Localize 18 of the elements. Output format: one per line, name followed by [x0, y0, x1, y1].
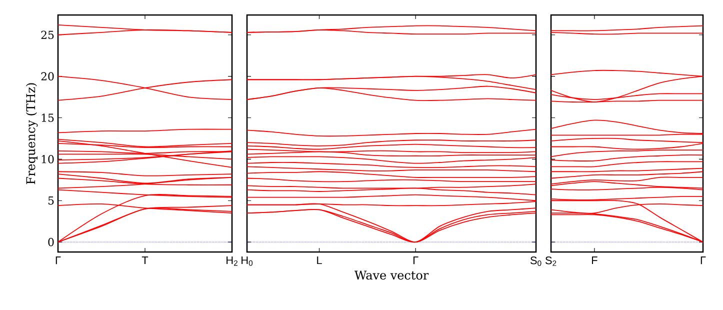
x-tick-label: S$_{0}$	[530, 256, 542, 266]
x-tick-label: F	[592, 256, 598, 264]
x-tick-label: Γ	[56, 256, 61, 264]
y-tick-label: 15	[42, 114, 54, 122]
y-axis-title: Frequency (THz)	[26, 83, 38, 184]
x-tick-label: Γ	[700, 256, 706, 264]
x-tick-label: Γ	[413, 256, 418, 264]
y-tick-label: 25	[41, 30, 54, 40]
x-tick-label: T	[142, 256, 148, 264]
y-tick-label: 10	[42, 155, 54, 164]
x-tick-label: H$_{2}$	[226, 256, 238, 266]
x-axis-title: Wave vector	[354, 270, 429, 280]
x-tick-label: H$_{0}$	[242, 256, 253, 266]
y-tick-label: 5	[48, 196, 54, 205]
y-tick-label: 20	[41, 72, 54, 80]
x-tick-label: S$_{2}$	[545, 256, 556, 266]
x-tick-label: L	[317, 256, 322, 264]
y-tick-label: 0	[48, 238, 54, 246]
